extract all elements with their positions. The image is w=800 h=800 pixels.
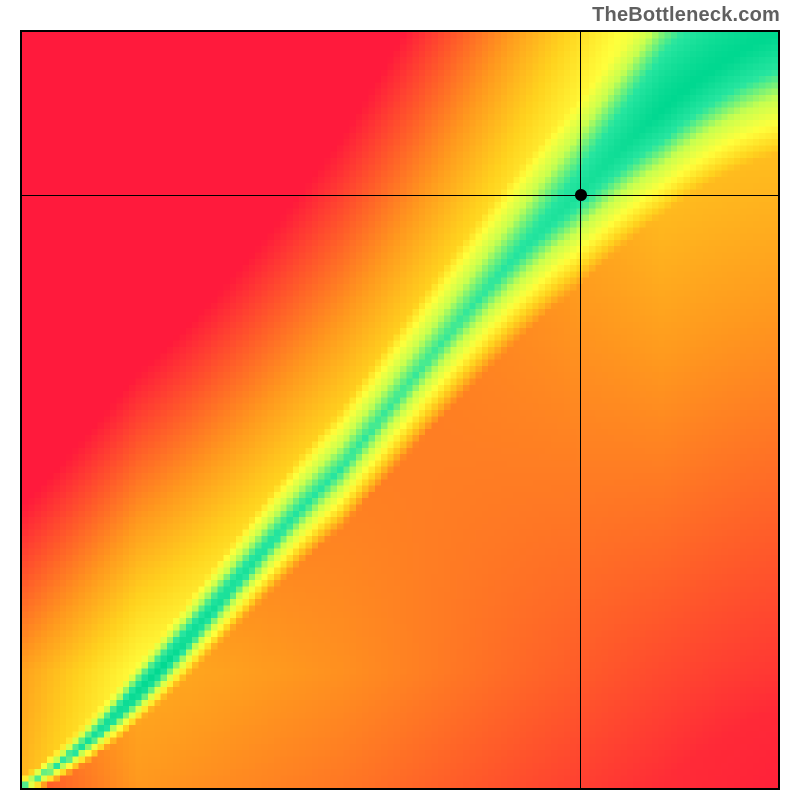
crosshair-horizontal: [22, 195, 778, 196]
plot-area: [20, 30, 780, 790]
crosshair-vertical: [580, 32, 581, 788]
heatmap-canvas: [22, 32, 778, 788]
chart-container: TheBottleneck.com: [0, 0, 800, 800]
intersection-marker: [575, 189, 587, 201]
attribution-text: TheBottleneck.com: [592, 4, 780, 27]
